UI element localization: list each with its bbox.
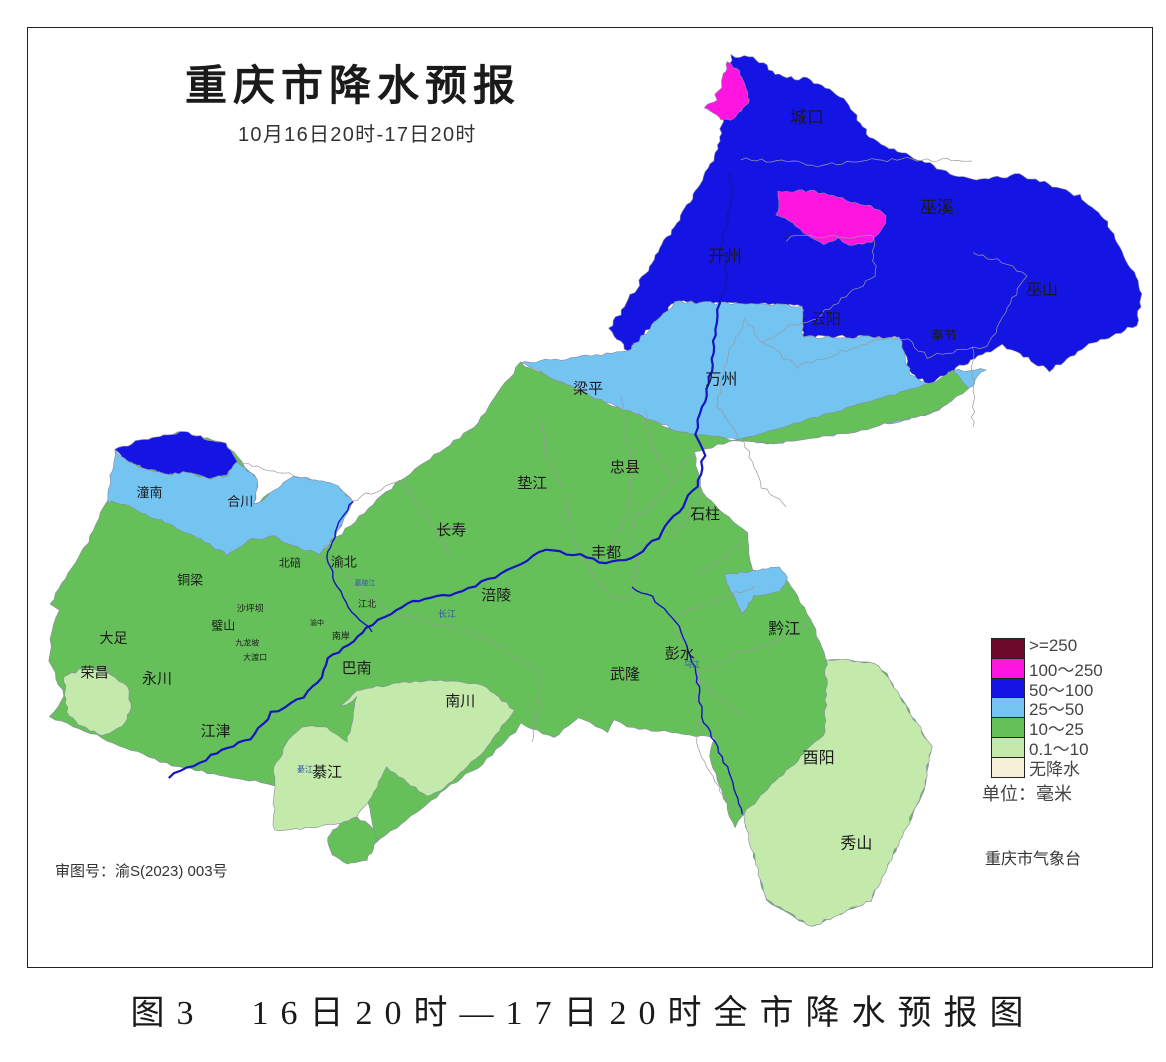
svg-text:万州: 万州	[705, 372, 737, 389]
svg-text:城口: 城口	[790, 108, 824, 127]
svg-text:奉节: 奉节	[931, 328, 957, 343]
svg-text:长寿: 长寿	[436, 522, 466, 539]
svg-text:涪陵: 涪陵	[481, 587, 511, 604]
svg-text:九龙坡: 九龙坡	[235, 637, 259, 647]
svg-text:秀山: 秀山	[840, 835, 872, 853]
svg-text:巫溪: 巫溪	[920, 198, 954, 217]
svg-text:永川: 永川	[142, 671, 172, 688]
svg-text:渝中: 渝中	[310, 618, 324, 627]
svg-text:綦江: 綦江	[297, 764, 313, 774]
svg-text:黔江: 黔江	[768, 620, 800, 638]
svg-text:大足: 大足	[100, 630, 128, 646]
svg-text:大渡口: 大渡口	[243, 652, 267, 662]
svg-text:忠县: 忠县	[610, 459, 640, 476]
svg-text:荣昌: 荣昌	[81, 664, 109, 680]
svg-text:綦江: 綦江	[312, 764, 342, 781]
svg-text:江津: 江津	[201, 723, 231, 740]
svg-text:长江: 长江	[438, 608, 456, 619]
svg-text:丰都: 丰都	[591, 545, 621, 562]
svg-text:北碚: 北碚	[279, 556, 301, 570]
svg-text:潼南: 潼南	[136, 485, 162, 500]
svg-text:梁平: 梁平	[573, 381, 603, 398]
svg-text:南岸: 南岸	[332, 630, 350, 641]
svg-text:垫江: 垫江	[517, 475, 547, 492]
svg-text:合川: 合川	[227, 494, 253, 509]
svg-text:南川: 南川	[445, 693, 475, 710]
svg-text:嘉陵江: 嘉陵江	[355, 578, 376, 587]
svg-text:江北: 江北	[358, 599, 376, 609]
svg-text:云阳: 云阳	[811, 311, 841, 328]
svg-text:石柱: 石柱	[690, 506, 720, 523]
svg-text:渝北: 渝北	[331, 555, 357, 570]
svg-text:开州: 开州	[708, 247, 742, 266]
svg-text:铜梁: 铜梁	[177, 573, 203, 588]
svg-text:武隆: 武隆	[610, 666, 640, 683]
svg-text:巴南: 巴南	[342, 660, 372, 677]
svg-text:璧山: 璧山	[211, 618, 235, 633]
svg-text:沙坪坝: 沙坪坝	[237, 604, 264, 614]
svg-text:酉阳: 酉阳	[803, 749, 835, 767]
svg-text:巫山: 巫山	[1026, 281, 1058, 299]
svg-text:乌江: 乌江	[684, 659, 700, 669]
